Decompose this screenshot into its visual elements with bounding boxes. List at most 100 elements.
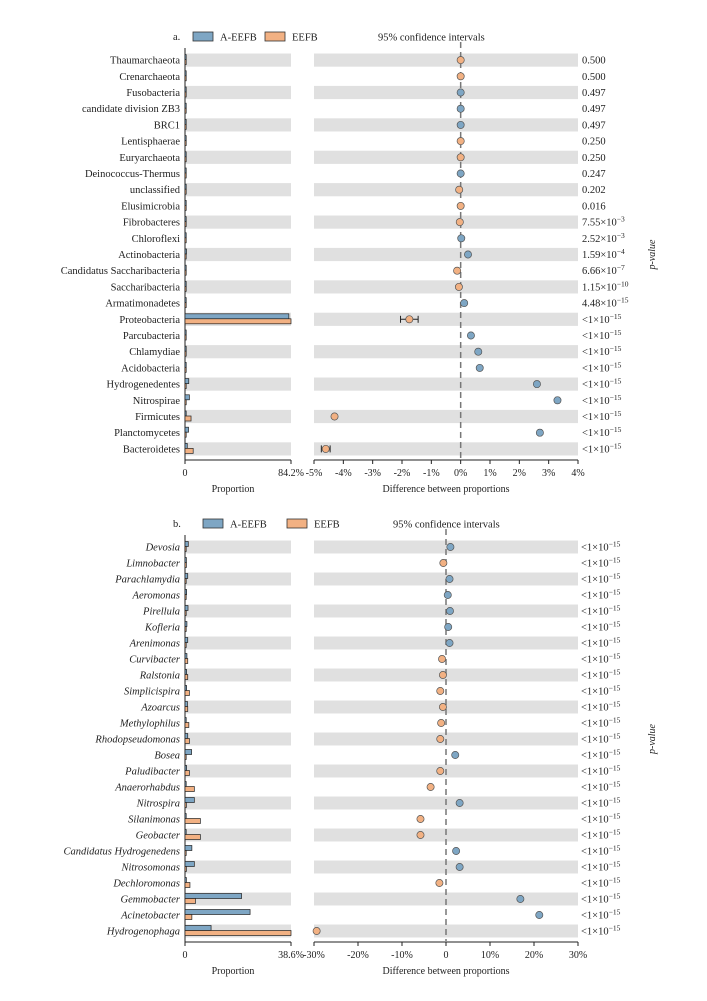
difference-point [437,719,446,727]
p-value-text: <1×10−15 [582,360,622,374]
difference-point [436,767,445,775]
proportion-bar-a-eefb [184,394,190,401]
proportion-bar-eefb [184,107,187,114]
category-label: Lentisphaerae [121,137,180,148]
proportion-bar-eefb [184,866,187,872]
proportion-bar-eefb [184,786,195,792]
p-value-exponent: −15 [609,748,621,757]
proportion-bar-eefb [184,59,187,65]
proportion-bar-eefb [184,722,190,728]
p-value-text: <1×10−15 [582,328,622,342]
p-value-text: <1×10−15 [581,652,621,666]
row-band-left [185,442,291,456]
p-value-base: <1×10 [581,927,609,938]
row-band-left [185,796,291,810]
difference-point [443,591,452,599]
proportion-bar-eefb [184,674,189,680]
category-label: Parachlamydia [114,575,180,586]
proportion-bar-a-eefb [184,151,187,158]
p-value-base: 1.59×10 [582,250,617,261]
difference-point [456,201,465,210]
p-value-base: <1×10 [581,543,609,554]
p-value-base: <1×10 [581,783,609,794]
proportion-bar-a-eefb [184,86,187,93]
proportion-bar-eefb [184,562,187,568]
category-label: Bacteroidetes [123,444,180,455]
p-value-base: <1×10 [581,719,609,730]
legend-label-a-eefb: A-EEFB [230,520,267,531]
proportion-bar-a-eefb [184,281,187,287]
p-value-text: <1×10−15 [582,441,622,455]
legend-label-eefb: EEFB [292,33,318,44]
p-value-exponent: −15 [609,684,621,693]
proportion-bar-eefb [184,914,193,920]
p-value-exponent: −15 [609,588,621,597]
proportion-bar-eefb [184,415,192,422]
proportion-bar-a-eefb [184,119,187,125]
proportion-bar-eefb [184,318,292,325]
proportion-bar-a-eefb [184,216,187,222]
p-value-text: <1×10−15 [582,409,622,423]
category-label: Gemmobacter [121,895,181,906]
category-label: Saccharibacteria [111,282,181,293]
proportion-bar-a-eefb [184,701,188,707]
p-value-base: <1×10 [581,703,609,714]
p-value-base: <1×10 [582,444,610,455]
proportion-bar-eefb [184,253,187,260]
p-value-text: 4.48×10−15 [582,296,629,310]
category-label: Anaerorhabdus [114,783,180,794]
p-value-text: <1×10−15 [581,540,621,554]
category-label: Ralstonia [139,671,180,682]
p-value-base: <1×10 [581,655,609,666]
left-axis-title: Proportion [212,966,255,977]
proportion-bar-a-eefb [184,264,187,271]
p-value-text: 0.497 [582,104,606,115]
right-axis-tick-label: 20% [525,950,543,961]
proportion-bar-a-eefb [184,573,189,579]
row-band-left [185,377,291,391]
row-band-right [314,215,578,229]
p-value-exponent: −15 [610,360,622,369]
category-label: Nitrosomonas [120,863,180,874]
right-axis-tick-label: 2% [513,468,526,479]
row-band-left [185,409,291,424]
proportion-bar-eefb [184,172,187,179]
difference-point [456,120,465,129]
p-value-base: 0.016 [582,201,606,212]
difference-point [460,299,469,308]
p-value-text: 2.52×10−3 [582,231,625,245]
p-value-exponent: −15 [610,425,622,434]
p-value-exponent: −15 [609,716,621,725]
p-value-base: <1×10 [581,687,609,698]
difference-point [445,575,454,583]
row-band-left [185,540,291,554]
p-value-base: 0.497 [582,120,606,131]
category-label: Euryarchaeota [119,153,180,164]
p-value-text: <1×10−15 [581,908,621,922]
p-value-base: <1×10 [581,799,609,810]
row-band-right [314,860,578,874]
proportion-bar-eefb [184,882,191,888]
p-value-base: <1×10 [582,396,610,407]
category-label: Kofleria [144,623,180,634]
p-value-base: <1×10 [582,380,610,391]
p-value-text: <1×10−15 [581,844,621,858]
category-label: BRC1 [154,120,180,131]
proportion-bar-eefb [184,431,187,438]
p-value-exponent: −15 [609,828,621,837]
proportion-bar-a-eefb [184,378,190,384]
p-value-text: <1×10−15 [581,924,621,938]
p-value-exponent: −15 [609,668,621,677]
p-value-exponent: −15 [609,556,621,565]
p-value-text: 0.250 [582,153,606,164]
difference-point [455,185,464,194]
p-value-exponent: −3 [617,231,625,240]
proportion-bar-eefb [184,610,187,616]
proportion-bar-eefb [184,237,187,244]
p-value-base: <1×10 [581,767,609,778]
difference-point [535,428,544,437]
proportion-bar-eefb [184,140,187,146]
p-value-exponent: −15 [610,328,622,337]
category-label: Actinobacteria [118,250,180,261]
legend-swatch-a-eefb [192,31,214,42]
